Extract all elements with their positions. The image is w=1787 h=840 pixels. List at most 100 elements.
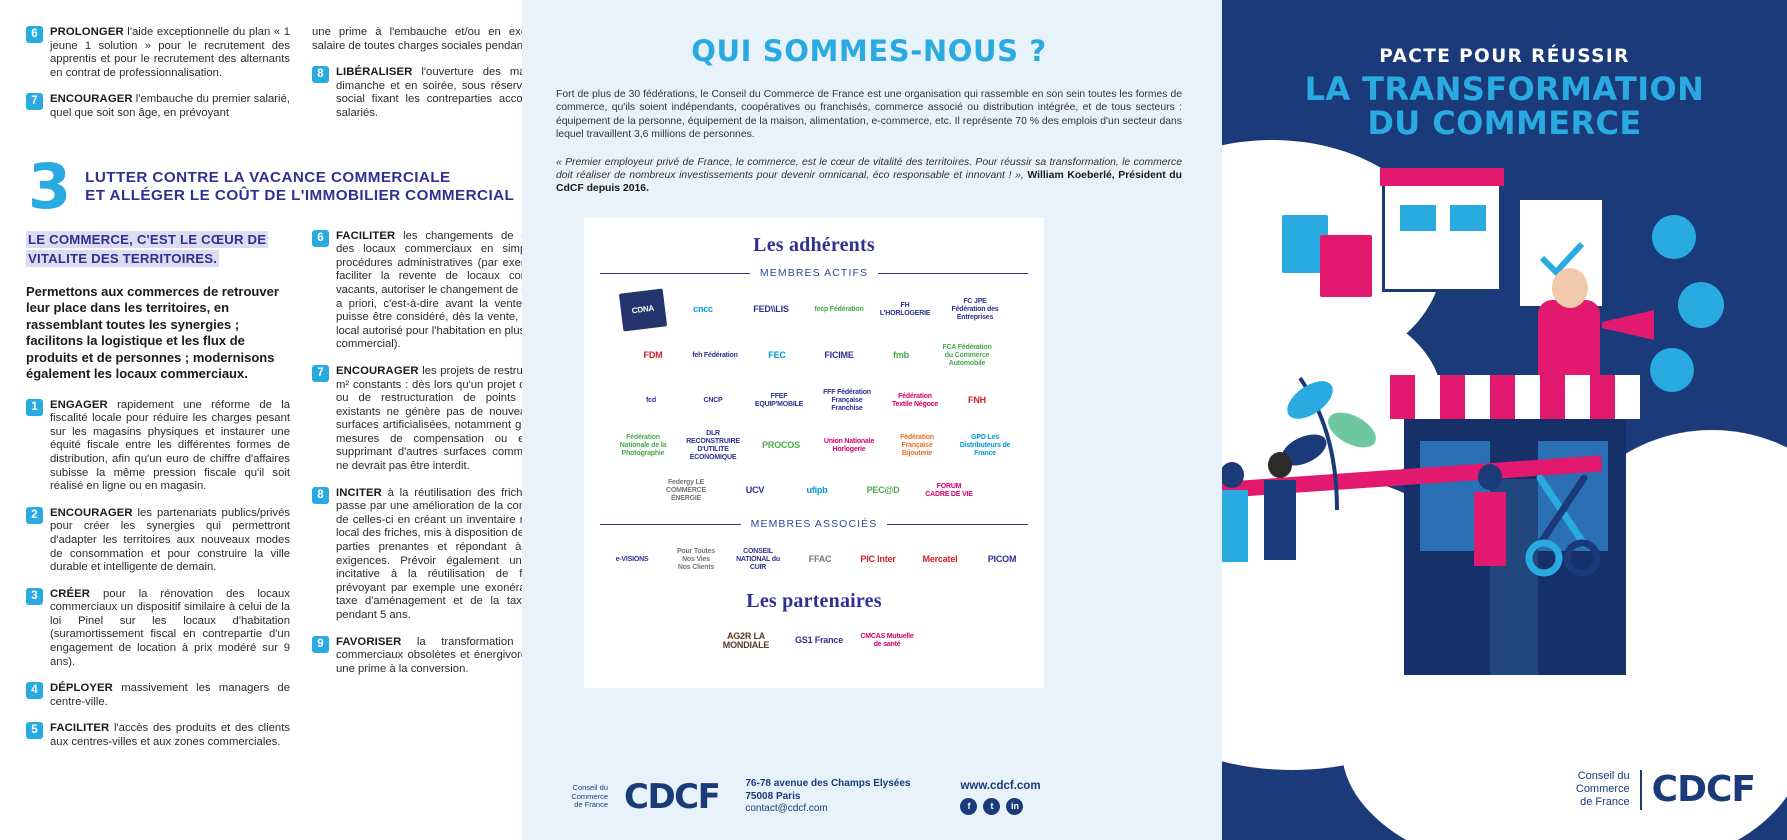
shop-awning — [1390, 375, 1640, 419]
twitter-icon[interactable]: t — [983, 797, 1001, 815]
members-card: Les adhérents MEMBRES ACTIFS CDNA cncc F… — [584, 218, 1044, 688]
list-item: 1 ENGAGER rapidement une réforme de la f… — [26, 398, 290, 494]
logo-row: Fédération Nationale de la Photographie … — [600, 428, 1028, 464]
logo-row-associes: e-VISIONS Pour Toutes Nos Vies Nos Clien… — [600, 542, 1028, 578]
top-column-1: 6 PROLONGER l'aide exceptionnelle du pla… — [26, 26, 290, 134]
item-keyword: PROLONGER — [50, 26, 124, 38]
item-keyword: ENGAGER — [50, 398, 108, 411]
item-text: INCITER à la réutilisation des friches, … — [336, 487, 576, 623]
item-number-badge: 7 — [312, 364, 329, 382]
quote-text: « Premier employeur privé de France, le … — [556, 156, 1182, 182]
page-title: QUI SOMMES-NOUS ? — [691, 34, 1047, 68]
footer-website[interactable]: www.cdcf.com — [960, 779, 1041, 792]
footer-bar: Conseil du Commerce de France CDCF 76-78… — [522, 754, 1222, 840]
section-title: LUTTER CONTRE LA VACANCE COMMERCIALE ET … — [85, 169, 514, 204]
right-brand-line3: de France — [1580, 796, 1630, 808]
item-number-badge: 1 — [26, 398, 43, 416]
left-panel: 6 PROLONGER l'aide exceptionnelle du pla… — [0, 0, 598, 840]
footer-email[interactable]: contact@cdcf.com — [745, 803, 828, 815]
logo-fh-horlogerie: FH L'HORLOGERIE — [879, 302, 931, 317]
logo-fec: FEC — [768, 350, 786, 361]
person-body — [1264, 480, 1296, 560]
section-number: 3 — [28, 149, 72, 223]
facebook-icon[interactable]: f — [960, 797, 978, 815]
item-body: massivement les managers de centre-ville… — [50, 682, 290, 708]
item-text: ENCOURAGER l'embauche du premier salarié… — [50, 93, 290, 120]
right-brand-line2: Commerce — [1575, 783, 1630, 795]
footer-address-line2: 75008 Paris — [745, 790, 801, 802]
logo-ag2r-la-mondiale: AG2R LA MONDIALE — [722, 630, 770, 650]
person-body — [1222, 490, 1248, 562]
membres-associes-label: MEMBRES ASSOCIÉS — [750, 518, 878, 530]
logo-feh: feh Fédération — [692, 352, 738, 359]
item-text: ENCOURAGER les partenariats publics/priv… — [50, 507, 290, 575]
person-head — [1222, 462, 1244, 488]
avatar — [1678, 282, 1724, 328]
item-text: CRÉER pour la rénovation des locaux comm… — [50, 588, 290, 670]
logo-picom: PICOM — [987, 554, 1017, 565]
logo-federgy: Federgy LE COMMERCE ÉNERGIE — [665, 479, 706, 502]
list-item: 8 LIBÉRALISER l'ouverture des magasins l… — [312, 66, 576, 120]
logo-cmcas: CMCAS Mutuelle de santé — [860, 633, 914, 648]
item-text: PROLONGER l'aide exceptionnelle du plan … — [50, 26, 290, 80]
avatar — [1650, 348, 1694, 392]
plant-icon — [1282, 376, 1376, 510]
avatar — [1652, 215, 1696, 259]
right-panel: PACTE POUR RÉUSSIR LA TRANSFORMATION DU … — [1222, 0, 1787, 840]
item-text: FACILITER l'accès des produits et des cl… — [50, 722, 290, 749]
logo-ficime: FICIME — [824, 350, 854, 361]
logo-fca: FCA Fédération du Commerce Automobile — [942, 344, 992, 367]
section-title-line2: ET ALLÉGER LE COÛT DE L'IMMOBILIER COMME… — [85, 186, 515, 204]
item-keyword: FAVORISER — [336, 635, 402, 648]
list-item: 3 CRÉER pour la rénovation des locaux co… — [26, 587, 290, 670]
item-text: LIBÉRALISER l'ouverture des magasins le … — [336, 66, 576, 120]
brand-divider — [1639, 769, 1642, 810]
logo-cncc: cncc — [693, 304, 713, 315]
logo-conseil-national-cuir: CONSEIL NATIONAL du CUIR — [736, 548, 780, 571]
divider-line-left — [600, 523, 741, 525]
item-keyword: INCITER — [336, 486, 382, 499]
partenaires-title: Les partenaires — [746, 590, 882, 612]
small-shop-window — [1450, 205, 1486, 231]
list-item: 4 DÉPLOYER massivement les managers de c… — [26, 682, 290, 709]
item-body: les changements de destination des locau… — [336, 229, 576, 351]
item-body: rapidement une réforme de la fiscalité l… — [50, 398, 290, 493]
divider-line-left — [600, 272, 750, 274]
item-keyword: FACILITER — [50, 722, 110, 735]
middle-intro: QUI SOMMES-NOUS ? Fort de plus de 30 féd… — [522, 0, 1222, 196]
logo-pecad: PEC@D — [866, 485, 900, 496]
item-body: l'ouverture des magasins le dimanche et … — [336, 66, 576, 119]
item-keyword: ENCOURAGER — [50, 506, 133, 519]
logo-ffef: FFEF EQUIP'MOBILE — [754, 393, 804, 408]
intro-paragraph: Fort de plus de 30 fédérations, le Conse… — [556, 89, 1182, 141]
membres-associes-divider: MEMBRES ASSOCIÉS — [600, 518, 1028, 530]
logo-cncp: CNCP — [703, 397, 723, 404]
right-brand-line1: Conseil du — [1577, 770, 1630, 782]
item-keyword: CRÉER — [50, 587, 91, 600]
footer-brand-line1: Conseil du — [572, 783, 608, 793]
small-shop-illustration — [1382, 172, 1502, 292]
item-number-badge: 5 — [26, 722, 43, 740]
person-head — [1552, 268, 1588, 308]
divider-line-right — [887, 523, 1028, 525]
logo-fecp: fecp Fédération — [814, 306, 864, 313]
logo-ufipb: ufipb — [806, 485, 828, 496]
logo-row-partenaires: AG2R LA MONDIALE GS1 France CMCAS Mutuel… — [600, 623, 1028, 659]
logo-fmb: fmb — [893, 350, 909, 361]
linkedin-icon[interactable]: in — [1006, 797, 1024, 815]
footer-address-line1: 76-78 avenue des Champs Elysées — [745, 778, 911, 790]
check-icon — [1539, 241, 1585, 277]
item-number-badge: 6 — [312, 229, 329, 247]
main-two-columns: LE COMMERCE, C'EST LE CŒUR DE VITALITE D… — [26, 229, 576, 763]
divider-line-right — [878, 272, 1029, 274]
right-brand-lockup: Conseil du Commerce de France CDCF — [1575, 769, 1756, 810]
item-body: les partenariats publics/privés pour cré… — [50, 506, 290, 574]
footer-brand-text: Conseil du Commerce de France — [556, 784, 608, 810]
item-body: pour la rénovation des locaux commerciau… — [50, 587, 290, 668]
membres-actifs-divider: MEMBRES ACTIFS — [600, 267, 1029, 279]
item-body: l'aide exceptionnelle du plan « 1 jeune … — [50, 26, 290, 79]
footer-brand-line3: de France — [574, 800, 608, 810]
logo-e-visions: e-VISIONS — [615, 556, 649, 563]
logo-cadre-de-vie: FORUM CADRE DE VIE — [925, 483, 973, 498]
adherents-title: Les adhérents — [753, 234, 875, 256]
